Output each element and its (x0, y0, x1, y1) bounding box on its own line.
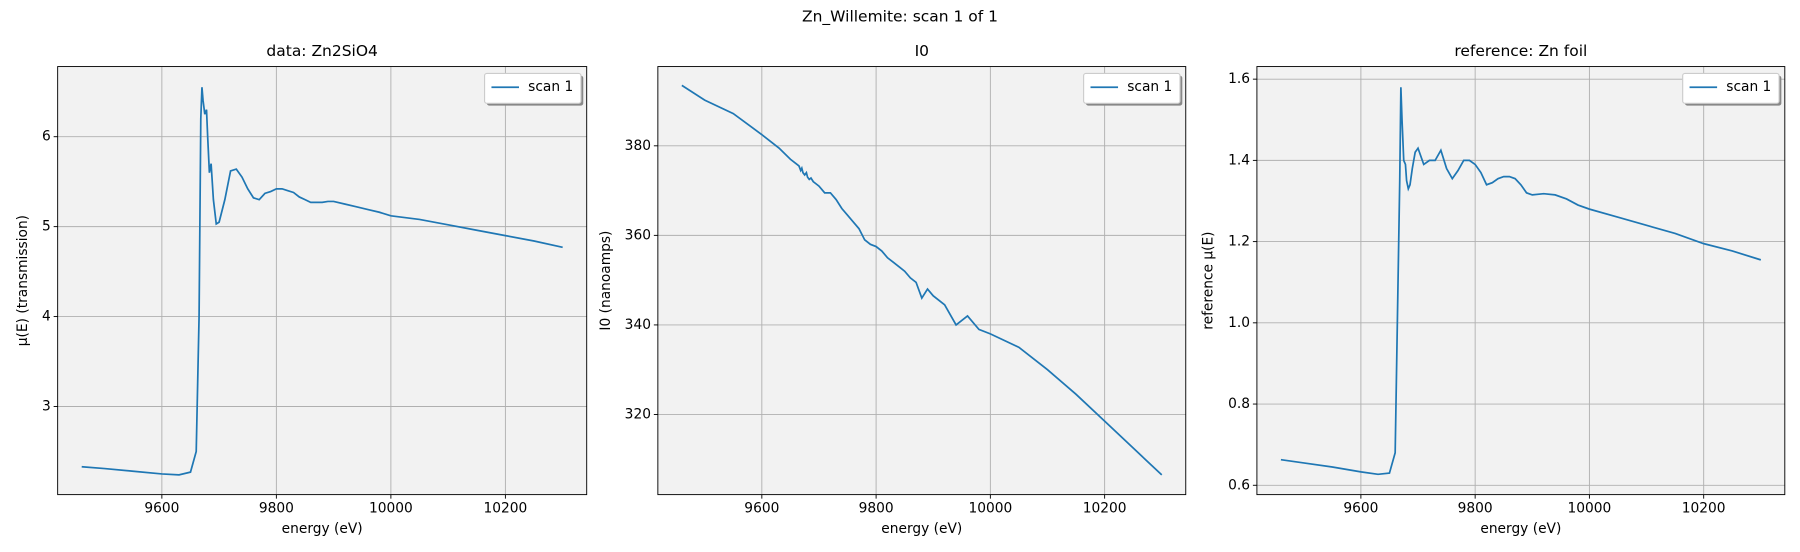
y-tick-label: 320 (625, 406, 651, 422)
x-tick-label: 10200 (1682, 500, 1726, 516)
plot-area (657, 66, 1186, 495)
y-tick-label: 1.6 (1228, 71, 1250, 87)
legend (1083, 72, 1181, 104)
y-axis-label: I0 (nanoamps) (598, 231, 614, 331)
plot-area (1256, 66, 1785, 495)
plot-area (57, 66, 587, 495)
y-tick-label: 0.8 (1228, 396, 1250, 412)
x-axis-label: energy (eV) (1480, 521, 1561, 537)
x-tick-label: 10000 (369, 500, 413, 516)
legend-label: scan 1 (528, 79, 573, 95)
y-tick-label: 380 (625, 138, 651, 154)
legend-label: scan 1 (1726, 79, 1771, 95)
axes-frame (657, 66, 1187, 496)
axes-title: I0 (915, 42, 929, 60)
x-axis-label: energy (eV) (881, 521, 962, 537)
data-line (681, 84, 1163, 476)
x-tick-label: 10000 (968, 500, 1012, 516)
y-axis-label: μ(E) (transmission) (15, 215, 31, 346)
y-tick-label: 5 (42, 219, 51, 235)
y-axis-label: reference μ(E) (1201, 231, 1217, 329)
y-tick-label: 1.0 (1228, 315, 1250, 331)
x-tick-label: 10000 (1568, 500, 1612, 516)
legend (483, 72, 582, 104)
x-tick-label: 9800 (259, 500, 294, 516)
x-tick-label: 9600 (1343, 500, 1378, 516)
y-tick-label: 0.6 (1228, 477, 1250, 493)
y-tick-label: 1.2 (1228, 234, 1250, 250)
x-tick-label: 9600 (744, 500, 779, 516)
legend (1682, 72, 1780, 104)
y-tick-label: 1.4 (1228, 152, 1250, 168)
y-tick-label: 3 (42, 398, 51, 414)
x-axis-label: energy (eV) (282, 521, 363, 537)
x-tick-label: 10200 (484, 500, 528, 516)
plot-group (81, 87, 563, 476)
y-tick-label: 4 (42, 309, 51, 325)
data-line (81, 87, 563, 476)
legend-label: scan 1 (1127, 79, 1172, 95)
y-tick-label: 360 (625, 227, 651, 243)
axes-title: data: Zn2SiO4 (266, 42, 377, 60)
axes-frame (1256, 66, 1786, 496)
plot-group (681, 84, 1163, 476)
y-tick-label: 6 (42, 129, 51, 145)
x-tick-label: 9600 (144, 500, 179, 516)
axes-frame (57, 66, 588, 496)
x-tick-label: 10200 (1083, 500, 1127, 516)
x-tick-label: 9800 (1458, 500, 1493, 516)
axes-title: reference: Zn foil (1454, 42, 1587, 60)
x-tick-label: 9800 (859, 500, 894, 516)
data-line (1280, 87, 1762, 476)
plot-group (1280, 87, 1762, 476)
figure-title: Zn_Willemite: scan 1 of 1 (802, 8, 998, 27)
y-tick-label: 340 (625, 317, 651, 333)
